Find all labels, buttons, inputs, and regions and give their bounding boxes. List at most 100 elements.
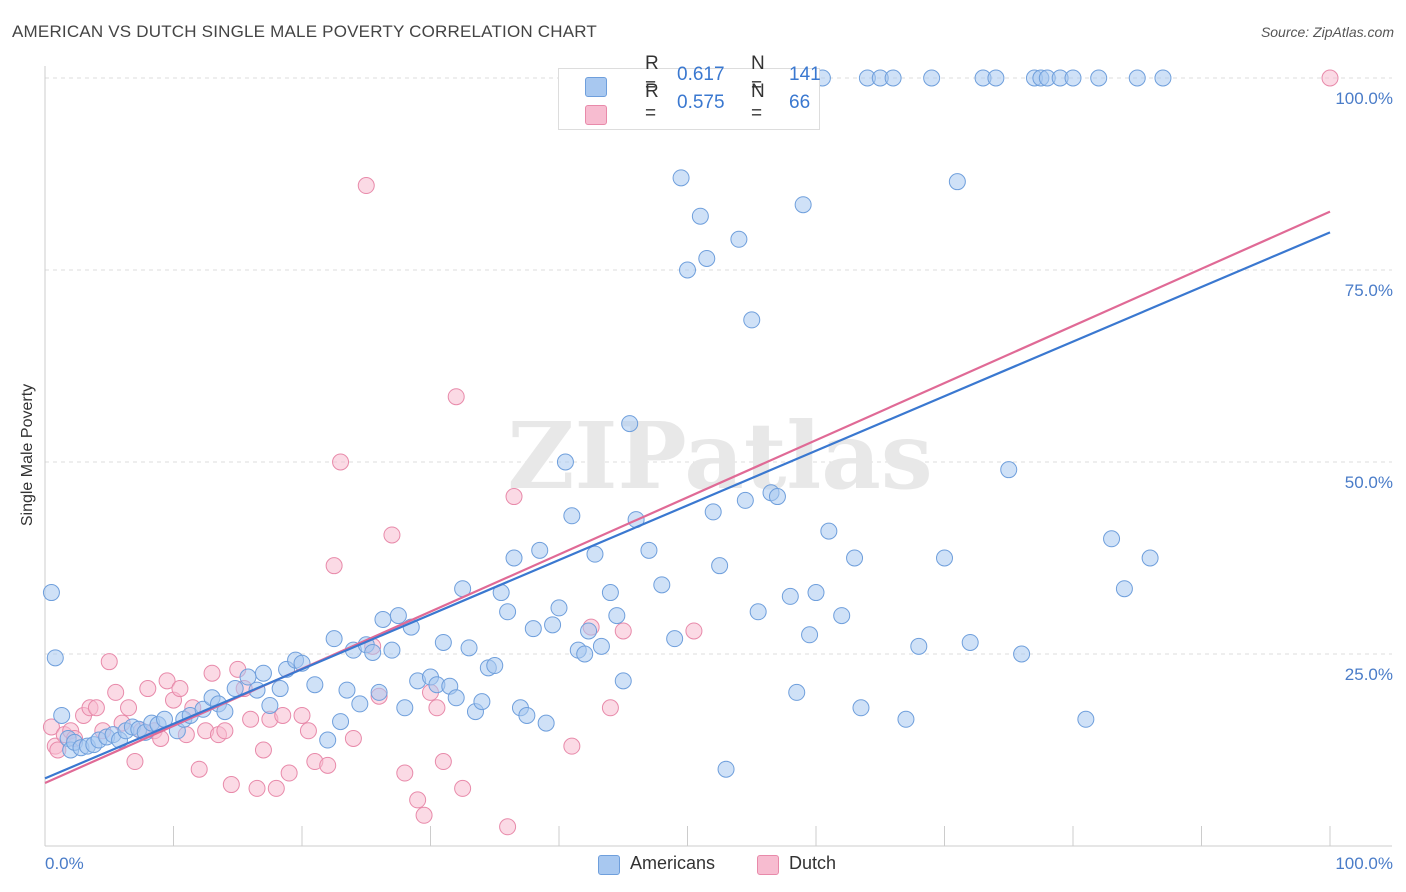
americans-point <box>749 603 767 621</box>
americans-point <box>794 196 812 214</box>
dutch-point <box>299 722 317 740</box>
dutch-point <box>190 760 208 778</box>
dutch-point <box>152 729 170 747</box>
y-tick-label: 75.0% <box>1345 281 1393 300</box>
americans-point <box>679 261 696 279</box>
dutch-point <box>396 764 414 782</box>
americans-point <box>563 507 581 525</box>
americans-point <box>586 545 604 563</box>
americans-point <box>460 639 478 657</box>
dutch-point <box>434 753 452 771</box>
americans-point <box>897 710 915 728</box>
dutch-point <box>332 453 350 471</box>
americans-point <box>653 576 671 594</box>
dutch-swatch <box>585 105 607 125</box>
americans-swatch <box>598 855 620 875</box>
dutch-point <box>171 680 189 698</box>
dutch-point <box>126 753 144 771</box>
dutch-point <box>344 729 362 747</box>
dutch-point <box>254 741 272 759</box>
dutch-point <box>563 737 581 755</box>
dutch-point <box>499 818 517 836</box>
dutch-point <box>100 653 118 671</box>
dutch-point <box>158 672 176 690</box>
gridlines <box>45 77 1392 655</box>
dutch-point <box>293 706 311 724</box>
americans-point <box>807 584 825 602</box>
x-tick-label: 100.0% <box>1335 854 1393 873</box>
americans-point <box>370 683 388 701</box>
americans-point <box>42 584 60 602</box>
dutch-point <box>216 722 234 740</box>
americans-point <box>910 637 928 655</box>
americans-point <box>820 522 838 540</box>
americans-point <box>505 549 523 567</box>
dutch-point <box>107 683 125 701</box>
americans-point <box>524 620 542 638</box>
americans-point <box>486 657 504 675</box>
x-tick-label: 0.0% <box>45 854 84 873</box>
americans-point <box>537 714 555 732</box>
americans-point <box>704 503 722 521</box>
americans-point <box>383 641 401 659</box>
dutch-point <box>42 718 60 736</box>
americans-point <box>556 453 574 471</box>
americans-point <box>768 488 786 506</box>
americans-point <box>711 557 729 575</box>
legend-n-value: 66 <box>789 92 811 113</box>
americans-point <box>833 607 851 625</box>
dutch-point <box>274 706 292 724</box>
trend-lines <box>44 210 1331 785</box>
dutch-point <box>614 622 632 640</box>
dutch-point <box>428 699 446 717</box>
dutch-point <box>415 806 433 824</box>
americans-point <box>271 680 289 698</box>
americans-point <box>666 630 684 648</box>
americans-point <box>396 699 414 717</box>
legend-r-value: 0.575 <box>677 92 725 113</box>
americans-point <box>550 599 568 617</box>
americans-trend-line <box>44 231 1331 780</box>
americans-point <box>852 699 870 717</box>
y-tick-label: 100.0% <box>1335 89 1393 108</box>
americans-point <box>691 207 709 225</box>
dutch-point <box>319 756 337 774</box>
americans-point <box>730 230 748 248</box>
dutch-point <box>203 664 221 682</box>
americans-point <box>936 549 953 567</box>
legend-r-label: R = <box>645 53 659 96</box>
legend-n-label: N = <box>751 53 765 96</box>
americans-point <box>319 731 337 749</box>
dutch-point <box>248 779 266 797</box>
americans-point <box>1090 69 1108 87</box>
americans-point <box>987 69 1005 87</box>
americans-point <box>846 549 864 567</box>
americans-point <box>614 672 632 690</box>
dutch-point <box>242 710 260 728</box>
americans-point <box>884 69 902 87</box>
americans-point <box>332 713 350 731</box>
americans-point <box>261 696 279 714</box>
americans-point <box>1077 710 1095 728</box>
americans-point <box>672 169 690 187</box>
americans-point <box>499 603 517 621</box>
dutch-point <box>447 388 465 406</box>
tick-labels: 25.0% 50.0% 75.0% 100.0% 0.0% 100.0% <box>45 89 1393 873</box>
legend-americans-label: Americans <box>630 853 716 873</box>
americans-point <box>1013 645 1031 663</box>
americans-point <box>1141 549 1159 567</box>
americans-point <box>306 676 324 694</box>
americans-point <box>788 683 806 701</box>
americans-point <box>518 706 536 724</box>
americans-point <box>781 587 799 605</box>
americans-point <box>325 630 343 648</box>
dutch-point <box>409 791 427 809</box>
americans-point <box>434 633 452 651</box>
americans-point <box>53 706 71 724</box>
americans-point <box>1128 69 1146 87</box>
legend-n-value: 141 <box>789 64 821 85</box>
source-label: Source: ZipAtlas.com <box>1260 24 1394 40</box>
americans-point <box>531 541 549 559</box>
dutch-point <box>120 699 138 717</box>
americans-point <box>580 622 598 640</box>
